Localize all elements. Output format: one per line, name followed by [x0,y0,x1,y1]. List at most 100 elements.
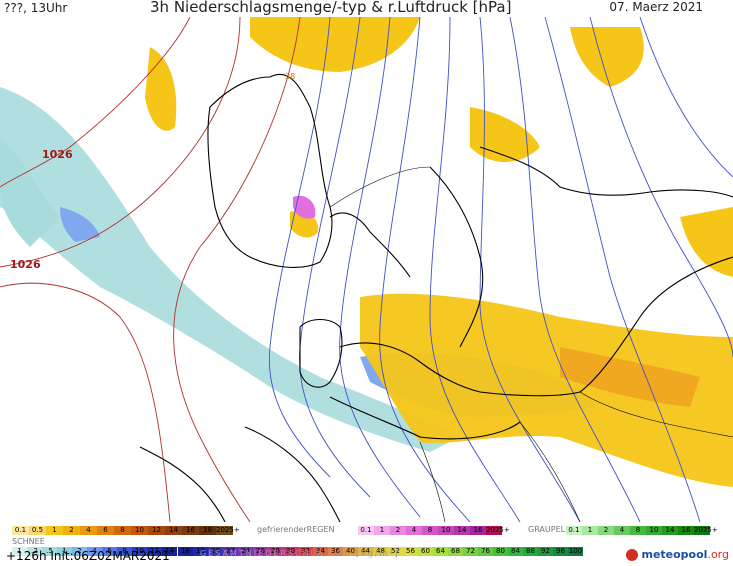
legend-swatch: 20 [208,547,223,556]
legend-swatch: 68 [448,547,463,556]
legend-swatch: 18 [193,547,208,556]
legend-swatch: 4 [80,526,97,535]
legend-swatch: 1 [374,526,390,535]
brand-tld: .org [707,548,729,561]
pressure-label: 1026 [42,148,73,161]
legend-snow-title: SCHNEE [12,537,45,546]
pressure-label: 38 [285,72,296,81]
legend-swatch: 24 [238,547,253,556]
legend-swatch: 60 [418,547,433,556]
legend-graupel-scale: 0.1 1 2 4 8 10 14 16 2025+ [566,526,718,535]
legend-swatch: 44 [358,547,373,556]
legend-total-title: GESAMTNIEDERSCHLAG 3h [kg/m²] [200,549,400,558]
brand-name: meteopool [641,548,708,561]
legend-swatch: 12 [148,526,165,535]
legend-swatch: 6 [102,547,117,556]
map-header: ???, 13Uhr 3h Niederschlagsmenge/-typ & … [0,0,733,16]
legend-swatch: 92 [538,547,553,556]
legend-swatch: 0.1 [566,526,582,535]
legend-swatch: 64 [433,547,448,556]
legend-swatch: 10 [438,526,454,535]
legend-swatch: 16 [182,526,199,535]
legend-swatch: 6 [97,526,114,535]
legend-swatch: 18 [199,526,216,535]
legend-swatch: 2025+ [694,526,718,535]
legend-swatch: 4 [614,526,630,535]
isobars-blue [268,17,733,522]
legend-swatch: 56 [403,547,418,556]
rain-area-ne [570,27,644,87]
precipitation-map [0,17,733,522]
pressure-label: 1026 [10,258,41,271]
legend-swatch: 14 [662,526,678,535]
legend-swatch: 0.1 [358,526,374,535]
legend-swatch: 14 [162,547,177,556]
legend-swatch: 10 [132,547,147,556]
legend-swatch: 16 [178,547,193,556]
rain-area-east [680,207,733,277]
map-date: 07. Maerz 2021 [609,0,703,14]
freezing-rain-area [293,195,316,219]
isobars-red [0,17,301,522]
map-title: 3h Niederschlagsmenge/-typ & r.Luftdruck… [150,0,512,16]
legend-swatch: 1 [57,547,72,556]
legend-swatch: 36 [328,547,343,556]
legend-swatch: 4 [87,547,102,556]
legend-freezing-scale: 0.1 1 2 4 8 10 14 16 2025+ [358,526,510,535]
legend-swatch: 28 [268,547,283,556]
legend: 0.1 0.5 1 2 4 6 8 10 12 14 16 18 2025+ gefrierenderR… [0,522,733,566]
legend-swatch: 2 [63,526,80,535]
snow-core-2 [60,207,100,242]
legend-swatch: 2025+ [486,526,510,535]
init-time-label: +126h Init:06Z02MAR2021 [6,549,170,563]
meteopool-logo[interactable]: meteopool.org [626,548,729,561]
legend-swatch: 1 [46,526,63,535]
legend-swatch: 32 [298,547,313,556]
coastlines [139,73,733,522]
legend-freezing-title: gefrierenderREGEN [257,525,335,534]
legend-swatch: 48 [373,547,388,556]
legend-swatch: 96 [553,547,568,556]
legend-rain-scale: 0.1 0.5 1 2 4 6 8 10 12 14 16 18 2025+ [12,526,240,535]
legend-swatch: 2 [390,526,406,535]
legend-swatch: 30 [283,547,298,556]
legend-swatch: 0.5 [29,526,46,535]
legend-swatch: 80 [493,547,508,556]
rain-area-orange [560,347,700,407]
meteopool-icon [626,549,639,561]
legend-swatch: 1 [582,526,598,535]
legend-swatch: 4 [406,526,422,535]
legend-swatch: 14 [165,526,182,535]
legend-swatch: 0.1 [12,526,29,535]
legend-swatch: 8 [630,526,646,535]
legend-swatch: .2 [27,547,42,556]
legend-swatch: 22 [223,547,238,556]
legend-swatch: .5 [42,547,57,556]
legend-swatch: 12 [147,547,162,556]
legend-swatch: 40 [343,547,358,556]
legend-swatch: 72 [463,547,478,556]
legend-swatch: 34 [313,547,328,556]
rain-area-west [145,47,177,131]
legend-swatch: 8 [117,547,132,556]
rain-area-north-2 [470,107,540,162]
legend-swatch: 84 [508,547,523,556]
forecast-time-label: ???, 13Uhr [4,1,68,15]
legend-swatch: 76 [478,547,493,556]
legend-swatch: 8 [422,526,438,535]
legend-swatch: 10 [646,526,662,535]
legend-swatch: 10 [131,526,148,535]
legend-swatch: 52 [388,547,403,556]
snow-area [0,87,460,452]
legend-swatch: 88 [523,547,538,556]
legend-swatch: 8 [114,526,131,535]
legend-snow-scale: 1.2.5 1 2 4 6 8 10 12 14 [12,547,177,556]
snow-area-2 [0,137,60,247]
legend-swatch: 16 [678,526,694,535]
legend-swatch: 1 [12,547,27,556]
legend-swatch: 26 [253,547,268,556]
legend-swatch: 14 [454,526,470,535]
legend-graupel-title: GRAUPEL [528,525,566,534]
legend-swatch: 2 [72,547,87,556]
legend-swatch: 16 [470,526,486,535]
